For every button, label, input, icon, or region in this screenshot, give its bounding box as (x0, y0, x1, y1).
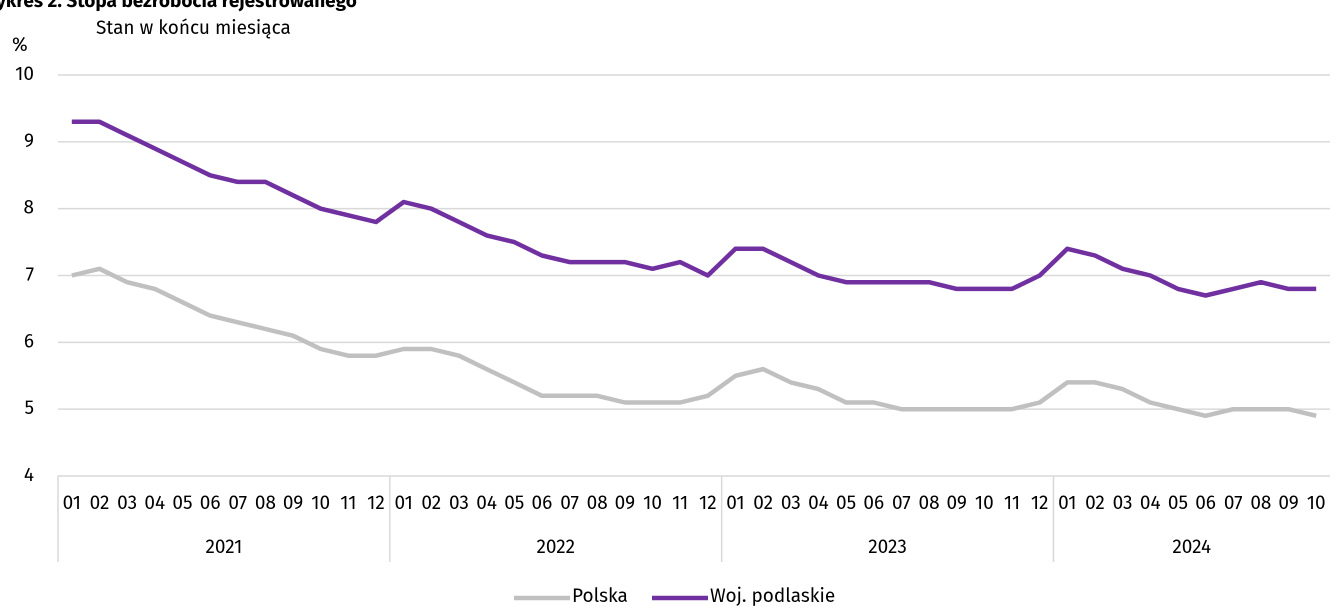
x-tick-label: 05 (172, 492, 192, 515)
y-tick-label: 8 (24, 197, 34, 220)
x-tick-label: 01 (394, 492, 412, 515)
x-tick-label: 09 (615, 492, 635, 515)
x-tick-label: 02 (1085, 492, 1105, 515)
x-tick-label: 09 (1278, 492, 1298, 515)
x-tick-label: 01 (63, 492, 81, 515)
x-tick-label: 11 (1004, 492, 1020, 515)
x-tick-label: 10 (975, 492, 994, 515)
x-tick-label: 03 (1113, 492, 1133, 515)
x-group-label: 2021 (205, 536, 242, 559)
x-tick-label: 05 (504, 492, 524, 515)
y-tick-label: 6 (24, 330, 34, 353)
y-tick-label: 4 (24, 464, 34, 487)
x-tick-label: 10 (1307, 492, 1326, 515)
x-tick-label: 07 (1224, 492, 1243, 515)
y-tick-label: 9 (24, 130, 34, 153)
y-tick-label: 5 (24, 397, 34, 420)
x-tick-label: 01 (726, 492, 744, 515)
x-tick-label: 06 (863, 492, 884, 515)
x-tick-label: 12 (699, 492, 717, 515)
x-tick-label: 02 (753, 492, 773, 515)
chart-title: ykres 2. Stopa bezrobocia rejestrowanego (0, 0, 357, 13)
x-tick-label: 02 (421, 492, 441, 515)
x-group-label: 2024 (1172, 536, 1211, 559)
x-tick-label: 12 (1031, 492, 1049, 515)
x-tick-label: 08 (255, 492, 276, 515)
x-tick-label: 10 (643, 492, 662, 515)
x-tick-label: 03 (449, 492, 469, 515)
series-line (71, 119, 1317, 298)
x-group-label: 2023 (868, 536, 907, 559)
y-tick-label: 7 (26, 264, 34, 287)
x-tick-label: 05 (1168, 492, 1188, 515)
x-tick-label: 08 (587, 492, 608, 515)
x-tick-label: 12 (367, 492, 385, 515)
x-tick-label: 06 (532, 492, 553, 515)
legend-label: Polska (572, 585, 628, 608)
x-tick-label: 06 (1195, 492, 1216, 515)
x-tick-label: 04 (808, 492, 829, 515)
x-tick-label: 04 (476, 492, 497, 515)
x-tick-label: 05 (836, 492, 856, 515)
x-tick-label: 08 (1250, 492, 1271, 515)
chart-subtitle: Stan w końcu miesiąca (96, 17, 291, 40)
y-axis-label: % (12, 34, 28, 57)
series-line (71, 266, 1317, 419)
x-tick-label: 07 (560, 492, 579, 515)
x-tick-label: 03 (117, 492, 137, 515)
x-tick-label: 11 (340, 492, 356, 515)
x-tick-label: 03 (781, 492, 801, 515)
y-tick-label: 10 (15, 63, 34, 86)
x-tick-label: 09 (947, 492, 967, 515)
x-tick-label: 07 (228, 492, 247, 515)
legend-label: Woj. podlaskie (710, 585, 835, 608)
x-tick-label: 01 (1058, 492, 1076, 515)
x-tick-label: 04 (144, 492, 165, 515)
x-tick-label: 10 (311, 492, 330, 515)
x-group-label: 2022 (536, 536, 575, 559)
x-tick-label: 09 (283, 492, 303, 515)
x-tick-label: 06 (200, 492, 221, 515)
x-tick-label: 04 (1140, 492, 1161, 515)
x-tick-label: 11 (672, 492, 688, 515)
x-tick-label: 07 (892, 492, 911, 515)
x-tick-label: 08 (919, 492, 940, 515)
x-tick-label: 02 (90, 492, 110, 515)
